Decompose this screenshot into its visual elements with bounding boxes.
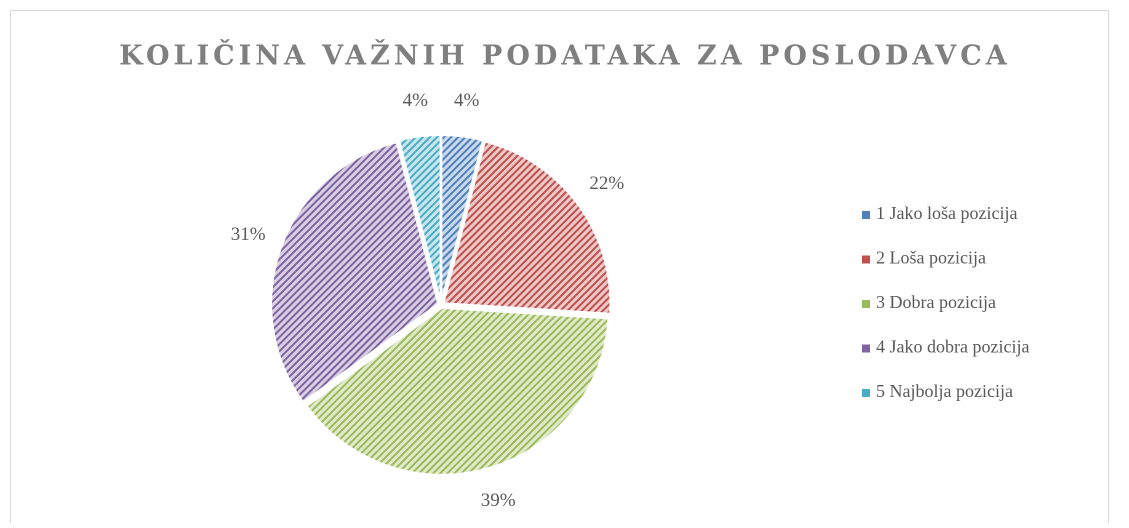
legend-swatch [862, 344, 870, 353]
pie-slice [270, 141, 440, 404]
pie-slice [397, 134, 442, 303]
data-label: 39% [481, 490, 516, 511]
pie-slice [442, 140, 612, 315]
legend-label: 1 Jako loša pozicija [876, 203, 1017, 223]
legend-swatch [862, 211, 870, 219]
legend-swatch [862, 389, 870, 397]
legend-label: 5 Najbolja pozicija [876, 381, 1013, 401]
legend-swatch [862, 255, 870, 264]
chart-title: KOLIČINA VAŽNIH PODATAKA ZA POSLODAVCA [119, 38, 1010, 72]
pie-slice [305, 306, 610, 476]
legend-label: 3 Dobra pozicija [876, 292, 996, 312]
data-label: 22% [589, 173, 624, 194]
legend-swatch [862, 300, 870, 308]
data-label: 4% [454, 90, 480, 111]
legend-label: 2 Loša pozicija [876, 248, 986, 268]
data-label: 4% [403, 90, 429, 111]
legend-label: 4 Jako dobra pozicija [876, 337, 1029, 357]
data-label: 31% [231, 224, 266, 245]
